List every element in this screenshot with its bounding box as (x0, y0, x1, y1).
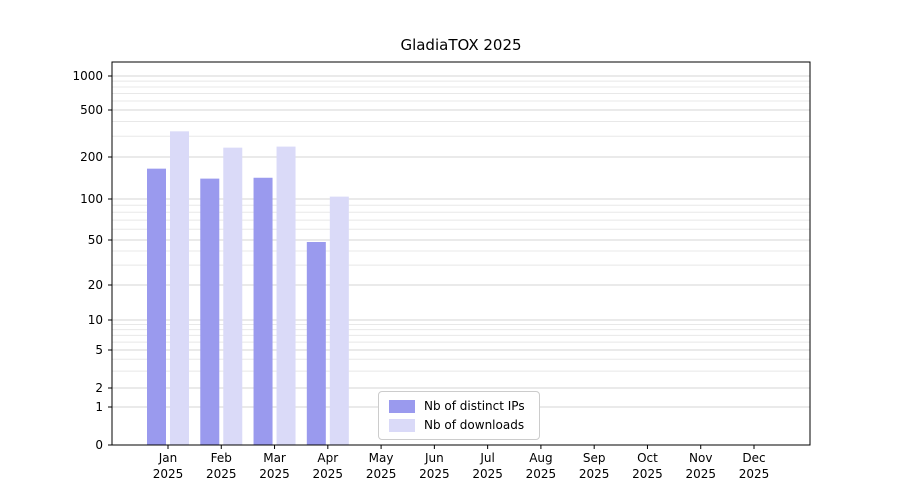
chart-legend: Nb of distinct IPs Nb of downloads (378, 391, 540, 440)
y-tick-label: 100 (80, 192, 103, 206)
bar-downloads-feb (223, 147, 243, 445)
legend-swatch-distinct-ips-icon (389, 399, 415, 413)
legend-swatch-downloads-icon (389, 418, 415, 432)
legend-label-downloads: Nb of downloads (424, 418, 525, 432)
x-tick-label-year: 2025 (206, 467, 237, 481)
bar-distinct-ips-jan (147, 168, 166, 445)
y-tick-label: 1 (95, 400, 103, 414)
bar-distinct-ips-feb (200, 178, 220, 446)
y-tick-label: 10 (88, 313, 103, 327)
x-tick-label-year: 2025 (259, 467, 290, 481)
bar-downloads-apr (329, 196, 349, 445)
x-tick-label-year: 2025 (579, 467, 610, 481)
x-tick-label-month: Mar (263, 451, 286, 465)
chart-title: GladiaTOX 2025 (400, 36, 522, 54)
legend-label-distinct-ips: Nb of distinct IPs (424, 399, 525, 413)
x-tick-label-month: Oct (637, 451, 658, 465)
x-tick-label-month: Aug (529, 451, 552, 465)
x-tick-label-month: Sep (583, 451, 606, 465)
x-tick-label-year: 2025 (153, 467, 184, 481)
y-tick-label: 5 (95, 343, 103, 357)
x-tick-label-year: 2025 (472, 467, 503, 481)
x-tick-label-month: Nov (689, 451, 712, 465)
x-tick-label-month: Apr (317, 451, 338, 465)
x-tick-label-year: 2025 (366, 467, 397, 481)
y-tick-label: 500 (80, 103, 103, 117)
bar-downloads-jan (170, 131, 189, 445)
plot-border (111, 61, 811, 446)
x-tick-label-month: Jun (424, 451, 444, 465)
x-tick-label-year: 2025 (419, 467, 450, 481)
x-tick-label-year: 2025 (685, 467, 716, 481)
legend-item-downloads: Nb of downloads (389, 418, 525, 432)
x-tick-label-year: 2025 (632, 467, 663, 481)
x-tick-label-month: Jul (479, 451, 494, 465)
x-tick-label-month: Jan (158, 451, 178, 465)
x-tick-label-year: 2025 (313, 467, 344, 481)
y-tick-label: 2 (95, 381, 103, 395)
x-tick-label-month: Feb (211, 451, 232, 465)
bar-distinct-ips-apr (306, 242, 326, 445)
x-tick-label-year: 2025 (739, 467, 770, 481)
y-tick-label: 200 (80, 150, 103, 164)
y-tick-label: 1000 (72, 69, 103, 83)
y-tick-label: 20 (88, 278, 103, 292)
y-tick-label: 50 (88, 233, 103, 247)
x-tick-label-month: Dec (742, 451, 765, 465)
y-tick-label: 0 (95, 438, 103, 452)
bar-downloads-mar (276, 146, 296, 445)
x-tick-label-month: May (369, 451, 394, 465)
legend-item-distinct-ips: Nb of distinct IPs (389, 399, 525, 413)
bar-distinct-ips-mar (253, 177, 273, 446)
x-tick-label-year: 2025 (526, 467, 557, 481)
